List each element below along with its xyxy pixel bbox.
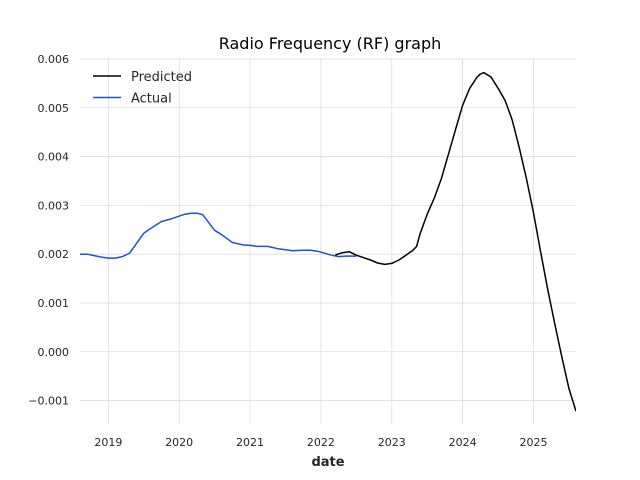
x-tick-label: 2020 [165,436,193,449]
series-line-predicted [334,71,576,412]
series-layer [80,71,576,412]
legend: Predicted Actual [93,70,192,107]
legend-label-actual: Actual [131,92,172,107]
y-tick-label: 0.000 [38,346,70,359]
x-tick-labels: 2019 2020 2021 2022 2023 2024 2025 [94,436,547,449]
x-tick-label: 2023 [378,436,406,449]
y-tick-label: 0.001 [38,297,70,310]
chart-title: Radio Frequency (RF) graph [219,34,442,53]
grid-layer [80,58,576,424]
y-tick-label: 0.003 [38,199,70,212]
y-tick-label: 0.002 [38,248,70,261]
y-tick-label: −0.001 [28,395,69,408]
y-tick-label: 0.005 [38,102,70,115]
x-axis-label: date [311,455,344,470]
x-tick-label: 2019 [94,436,122,449]
series-line-actual [80,212,357,259]
x-tick-label: 2024 [449,436,477,449]
y-tick-label: 0.004 [38,151,70,164]
y-tick-labels: −0.001 0.000 0.001 0.002 0.003 0.004 0.005 0.00… [28,53,69,408]
x-tick-label: 2021 [236,436,264,449]
x-tick-label: 2025 [519,436,547,449]
y-tick-label: 0.006 [38,53,70,66]
legend-label-predicted: Predicted [131,70,192,85]
x-tick-label: 2022 [307,436,335,449]
